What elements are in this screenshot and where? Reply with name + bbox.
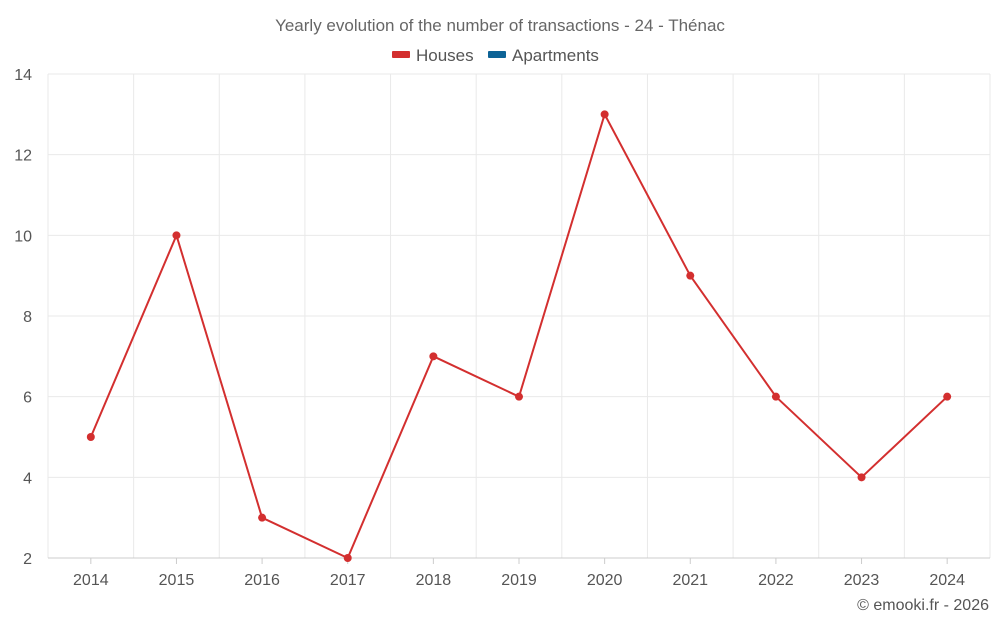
data-point[interactable]	[857, 473, 866, 482]
data-point[interactable]	[943, 392, 952, 401]
data-point[interactable]	[172, 231, 181, 240]
y-tick-label: 10	[14, 228, 32, 245]
y-tick-label: 6	[23, 390, 32, 407]
x-tick-label: 2022	[758, 572, 794, 589]
y-tick-label: 12	[14, 148, 32, 165]
x-tick-label: 2016	[244, 572, 280, 589]
x-tick-label: 2023	[844, 572, 880, 589]
x-tick-label: 2014	[73, 572, 109, 589]
x-tick-label: 2017	[330, 572, 366, 589]
legend-label-apartments: Apartments	[512, 46, 599, 65]
data-point[interactable]	[429, 352, 438, 361]
chart-title: Yearly evolution of the number of transa…	[275, 16, 725, 35]
data-point[interactable]	[600, 110, 609, 119]
legend: Houses Apartments	[392, 46, 599, 65]
y-tick-label: 2	[23, 551, 32, 568]
data-point[interactable]	[686, 271, 695, 280]
y-tick-label: 8	[23, 309, 32, 326]
legend-label-houses: Houses	[416, 46, 474, 65]
y-tick-label: 14	[14, 67, 32, 84]
x-tick-label: 2020	[587, 572, 623, 589]
legend-item-houses[interactable]: Houses	[392, 46, 474, 65]
data-point[interactable]	[771, 392, 780, 401]
credit-text: © emooki.fr - 2026	[857, 597, 989, 614]
y-tick-label: 4	[23, 470, 32, 487]
x-tick-label: 2019	[501, 572, 537, 589]
legend-swatch-houses	[392, 51, 410, 58]
axes: 2 4 6 8 10 12 14 2014 2015 2016 2017 2018 2019 2020 20…	[14, 67, 990, 589]
legend-item-apartments[interactable]: Apartments	[488, 46, 599, 65]
data-point[interactable]	[86, 433, 95, 441]
x-tick-label: 2021	[672, 572, 708, 589]
data-point[interactable]	[343, 554, 352, 562]
data-point[interactable]	[258, 513, 267, 522]
legend-swatch-apartments	[488, 51, 506, 58]
x-tick-label: 2024	[929, 572, 965, 589]
data-point[interactable]	[515, 392, 523, 401]
x-tick-label: 2018	[416, 572, 452, 589]
grid	[47, 73, 991, 558]
x-tick-label: 2015	[159, 572, 195, 589]
series-houses	[86, 110, 952, 562]
